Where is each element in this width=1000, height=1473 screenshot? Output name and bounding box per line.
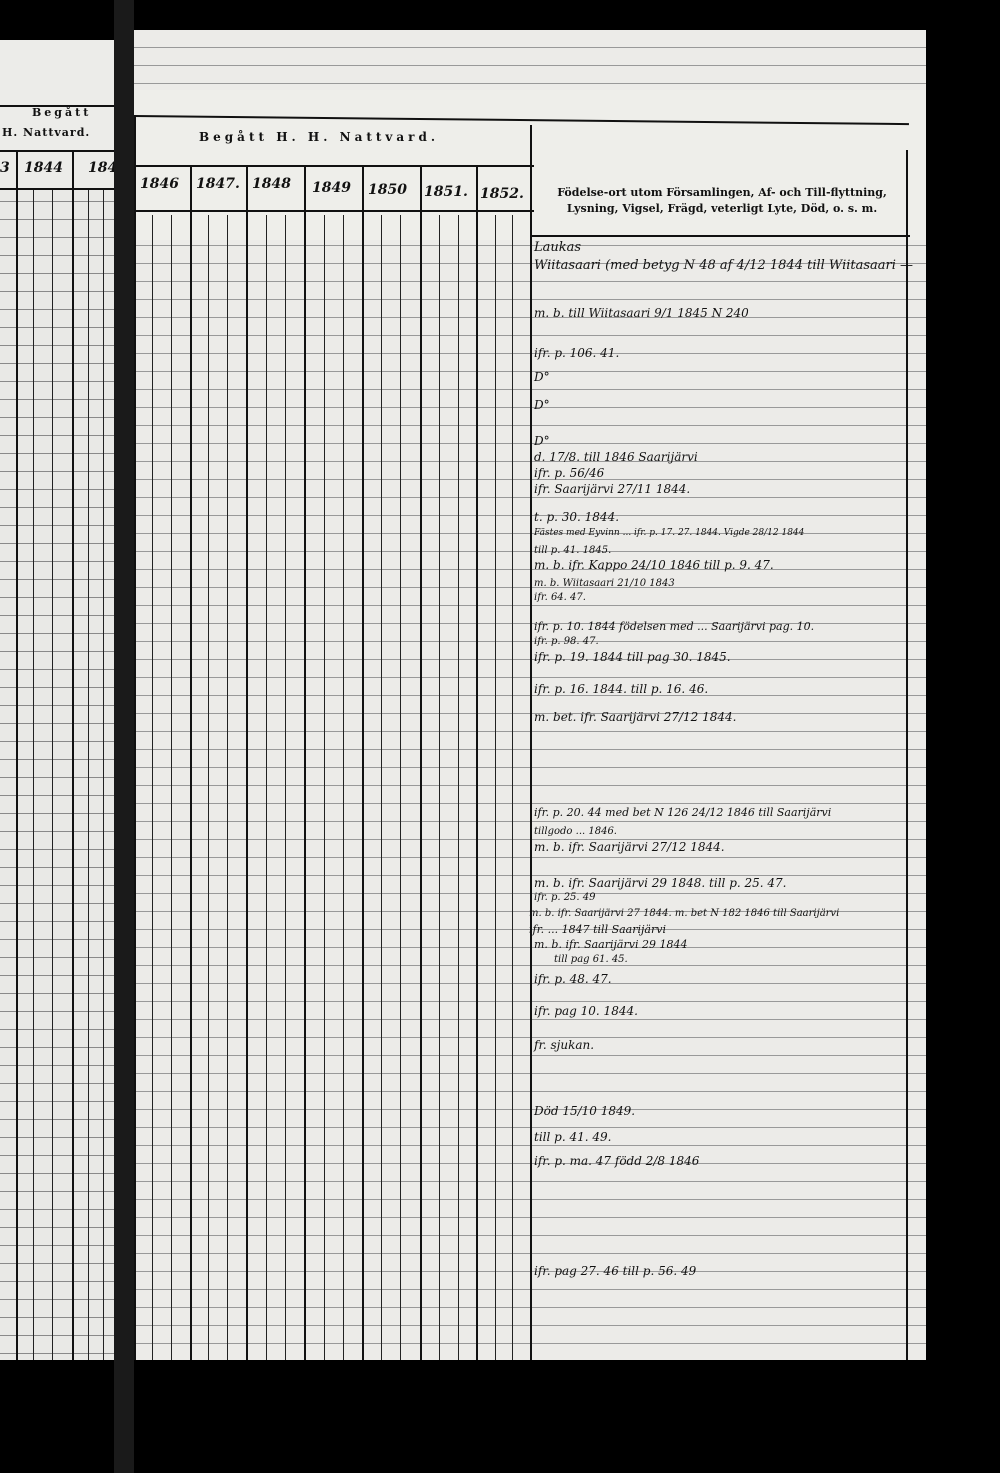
remark-entry: ifr. p. 25. 49 xyxy=(534,892,596,903)
column-rule xyxy=(512,215,513,1360)
column-rule xyxy=(72,150,74,1360)
right-page: Begått H. H. Nattvard. Födelse-ort utom … xyxy=(133,30,926,1360)
column-rule xyxy=(420,165,422,1360)
year-label: 1844 xyxy=(24,160,63,176)
column-rule xyxy=(458,215,459,1360)
remark-entry: Död 15/10 1849. xyxy=(534,1104,636,1118)
remark-entry: till p. 41. 1845. xyxy=(534,545,612,556)
remark-entry: ifr. pag 10. 1844. xyxy=(534,1004,638,1018)
remark-entry: m. bet. ifr. Saarijärvi 27/12 1844. xyxy=(534,710,737,724)
remark-entry: ifr. pag 27. 46 till p. 56. 49 xyxy=(534,1264,697,1278)
remark-entry: ifr. p. 56/46 xyxy=(534,466,605,480)
column-rule xyxy=(324,215,325,1360)
column-rule xyxy=(530,125,532,1360)
year-label: 1847. xyxy=(196,176,240,192)
remark-entry: ifr. p. 16. 1844. till p. 16. 46. xyxy=(534,682,709,696)
column-rule xyxy=(190,165,192,1360)
remark-entry: m. b. till Wiitasaari 9/1 1845 N 240 xyxy=(534,306,749,320)
column-rule xyxy=(171,215,172,1360)
left-page: Begått H. Nattvard. 3 1844 1845 xyxy=(0,40,127,1360)
year-label: 1849 xyxy=(312,180,351,196)
column-rule xyxy=(439,215,440,1360)
remark-entry: ifr. p. ma. 47 född 2/8 1846 xyxy=(534,1154,700,1168)
year-label: 1850 xyxy=(368,182,407,198)
column-rule xyxy=(246,165,248,1360)
header-rule xyxy=(0,105,116,107)
remark-entry: D° xyxy=(534,398,550,412)
column-rule xyxy=(476,165,478,1360)
column-rule xyxy=(134,115,136,1360)
remark-entry: till pag 61. 45. xyxy=(554,954,628,965)
remark-entry: ifr. p. 48. 47. xyxy=(534,972,612,986)
remark-entry: ifr. p. 20. 44 med bet N 126 24/12 1846 … xyxy=(534,806,832,819)
remark-entry: ifr. p. 98. 47. xyxy=(534,636,599,647)
remark-entry: ifr. p. 19. 1844 till pag 30. 1845. xyxy=(534,650,731,664)
column-rule xyxy=(362,165,364,1360)
header-rule xyxy=(134,210,534,212)
column-rule xyxy=(381,215,382,1360)
year-label: 1852. xyxy=(480,186,524,202)
remark-entry: ifr. ... 1847 till Saarijärvi xyxy=(529,923,666,936)
remark-entry: m. b. ifr. Kappo 24/10 1846 till p. 9. 4… xyxy=(534,558,774,572)
left-header xyxy=(0,40,116,190)
year-label: 1848 xyxy=(252,176,291,192)
column-rule xyxy=(103,190,104,1360)
remark-entry: d. 17/8. till 1846 Saarijärvi xyxy=(534,450,698,464)
remark-entry: t. p. 30. 1844. xyxy=(534,510,620,524)
column-rule xyxy=(304,165,306,1360)
remark-entry: D° xyxy=(534,434,550,448)
remark-entry: m. b. ifr. Saarijärvi 27 1844. m. bet N … xyxy=(529,908,840,919)
header-rule xyxy=(0,150,116,152)
column-rule xyxy=(52,190,53,1360)
remark-entry: m. b. ifr. Saarijärvi 29 1844 xyxy=(534,938,688,951)
remark-entry: ifr. p. 10. 1844 födelsen med ... Saarij… xyxy=(534,620,815,633)
remark-entry: fr. sjukan. xyxy=(534,1038,595,1052)
column-rule xyxy=(16,150,18,1360)
column-rule xyxy=(33,190,34,1360)
remark-entry: ifr. 64. 47. xyxy=(534,592,586,603)
remark-entry: m. b. Wiitasaari 21/10 1843 xyxy=(534,578,675,589)
column-rule xyxy=(88,190,89,1360)
column-rule xyxy=(343,215,344,1360)
remark-entry: till p. 41. 49. xyxy=(534,1130,612,1144)
header-rule xyxy=(530,235,910,237)
remark-entry: m. b. ifr. Saarijärvi 27/12 1844. xyxy=(534,840,725,854)
year-label: 1851. xyxy=(424,184,468,200)
column-rule xyxy=(266,215,267,1360)
remark-entry: Laukas xyxy=(534,240,582,255)
left-header-line1: Begått xyxy=(32,106,92,119)
header-rule xyxy=(0,188,116,190)
left-header-line2: H. Nattvard. xyxy=(2,126,91,139)
column-rule xyxy=(227,215,228,1360)
year-label: 3 xyxy=(0,160,10,176)
remark-entry: Wiitasaari (med betyg N 48 af 4/12 1844 … xyxy=(534,258,914,273)
remark-entry: Fästes med Eyvinn ... ifr. p. 17. 27. 18… xyxy=(534,528,805,538)
communion-header: Begått H. H. Nattvard. xyxy=(199,130,440,144)
year-label: 1846 xyxy=(140,176,179,192)
column-rule xyxy=(906,150,908,1360)
remark-entry: tillgodo ... 1846. xyxy=(534,826,617,837)
column-rule xyxy=(495,215,496,1360)
header-rule xyxy=(134,165,534,167)
column-rule xyxy=(152,215,153,1360)
column-rule xyxy=(285,215,286,1360)
column-rule xyxy=(208,215,209,1360)
book-binding xyxy=(114,0,134,1473)
remark-entry: ifr. Saarijärvi 27/11 1844. xyxy=(534,482,691,496)
remarks-header: Födelse-ort utom Församlingen, Af- och T… xyxy=(557,186,887,215)
remark-entry: m. b. ifr. Saarijärvi 29 1848. till p. 2… xyxy=(534,876,787,890)
remark-entry: ifr. p. 106. 41. xyxy=(534,346,620,360)
remark-entry: D° xyxy=(534,370,550,384)
column-rule xyxy=(400,215,401,1360)
